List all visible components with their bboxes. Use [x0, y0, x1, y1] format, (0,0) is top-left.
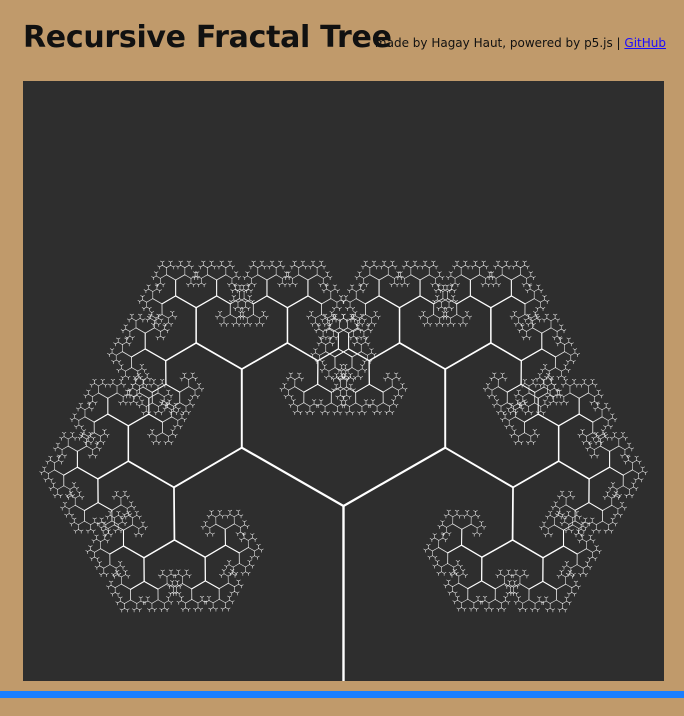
tree-branches	[39, 260, 648, 681]
credits: made by Hagay Haut, powered by p5.js | G…	[375, 35, 666, 51]
page-title: Recursive Fractal Tree	[23, 20, 392, 55]
header: Recursive Fractal Tree made by Hagay Hau…	[23, 18, 666, 60]
fractal-canvas[interactable]	[23, 81, 664, 681]
bottom-bar	[0, 691, 684, 698]
github-link[interactable]: GitHub	[624, 36, 666, 50]
fractal-tree-drawing	[39, 260, 648, 681]
credits-text: made by Hagay Haut, powered by p5.js |	[374, 36, 621, 50]
